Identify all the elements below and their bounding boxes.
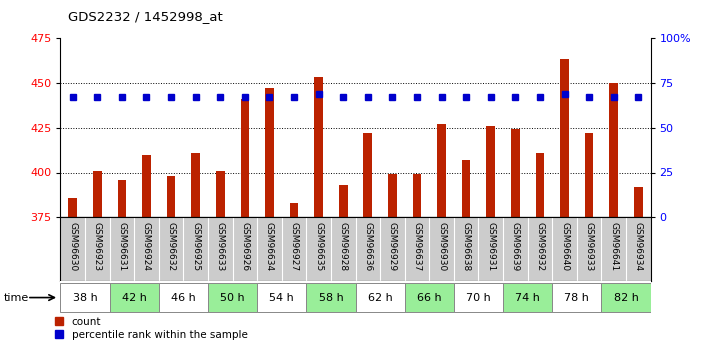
Bar: [511, 129, 520, 217]
FancyBboxPatch shape: [109, 283, 159, 312]
Text: GSM96631: GSM96631: [117, 223, 127, 272]
Text: GSM96925: GSM96925: [191, 223, 201, 272]
FancyBboxPatch shape: [159, 283, 208, 312]
Text: GSM96636: GSM96636: [363, 223, 373, 272]
Text: GSM96635: GSM96635: [314, 223, 323, 272]
Text: 70 h: 70 h: [466, 293, 491, 303]
Bar: [265, 88, 274, 217]
Text: GSM96927: GSM96927: [289, 223, 299, 272]
Text: 82 h: 82 h: [614, 293, 638, 303]
FancyBboxPatch shape: [60, 283, 109, 312]
Text: GSM96640: GSM96640: [560, 223, 569, 272]
FancyBboxPatch shape: [405, 283, 454, 312]
Text: 54 h: 54 h: [269, 293, 294, 303]
Bar: [142, 155, 151, 217]
Bar: [117, 180, 127, 217]
Text: GSM96932: GSM96932: [535, 223, 545, 272]
Bar: [314, 77, 323, 217]
Text: 62 h: 62 h: [368, 293, 392, 303]
Text: GSM96928: GSM96928: [338, 223, 348, 272]
Bar: [93, 171, 102, 217]
Bar: [388, 174, 397, 217]
Text: GSM96931: GSM96931: [486, 223, 496, 272]
Bar: [412, 174, 422, 217]
FancyBboxPatch shape: [602, 283, 651, 312]
FancyBboxPatch shape: [454, 283, 503, 312]
Bar: [339, 185, 348, 217]
Bar: [584, 133, 594, 217]
Text: GSM96638: GSM96638: [461, 223, 471, 272]
Text: GSM96633: GSM96633: [215, 223, 225, 272]
Text: GSM96923: GSM96923: [93, 223, 102, 272]
Bar: [167, 176, 176, 217]
Bar: [634, 187, 643, 217]
Text: 46 h: 46 h: [171, 293, 196, 303]
Text: GSM96924: GSM96924: [142, 223, 151, 272]
Text: 42 h: 42 h: [122, 293, 146, 303]
Text: GSM96934: GSM96934: [634, 223, 643, 272]
Bar: [216, 171, 225, 217]
Text: 50 h: 50 h: [220, 293, 245, 303]
Text: GSM96926: GSM96926: [240, 223, 250, 272]
FancyBboxPatch shape: [503, 283, 552, 312]
Text: GDS2232 / 1452998_at: GDS2232 / 1452998_at: [68, 10, 223, 23]
Bar: [609, 83, 618, 217]
Text: GSM96930: GSM96930: [437, 223, 446, 272]
Text: 66 h: 66 h: [417, 293, 442, 303]
Text: 58 h: 58 h: [319, 293, 343, 303]
Text: GSM96632: GSM96632: [166, 223, 176, 272]
Bar: [560, 59, 569, 217]
FancyBboxPatch shape: [208, 283, 257, 312]
Bar: [191, 153, 200, 217]
Text: 74 h: 74 h: [515, 293, 540, 303]
Text: GSM96630: GSM96630: [68, 223, 77, 272]
Legend: count, percentile rank within the sample: count, percentile rank within the sample: [55, 317, 247, 340]
FancyBboxPatch shape: [306, 283, 356, 312]
Bar: [363, 133, 372, 217]
Bar: [68, 198, 77, 217]
Text: GSM96929: GSM96929: [388, 223, 397, 272]
Bar: [289, 203, 299, 217]
Text: GSM96933: GSM96933: [584, 223, 594, 272]
Bar: [437, 124, 446, 217]
Text: time: time: [4, 293, 29, 303]
Bar: [462, 160, 471, 217]
FancyBboxPatch shape: [552, 283, 602, 312]
Text: GSM96641: GSM96641: [609, 223, 618, 272]
Bar: [535, 153, 544, 217]
Text: GSM96637: GSM96637: [412, 223, 422, 272]
Text: 78 h: 78 h: [565, 293, 589, 303]
Bar: [486, 126, 495, 217]
Text: GSM96634: GSM96634: [265, 223, 274, 272]
Text: 38 h: 38 h: [73, 293, 97, 303]
Bar: [240, 99, 249, 217]
FancyBboxPatch shape: [356, 283, 405, 312]
FancyBboxPatch shape: [257, 283, 306, 312]
Text: GSM96639: GSM96639: [510, 223, 520, 272]
